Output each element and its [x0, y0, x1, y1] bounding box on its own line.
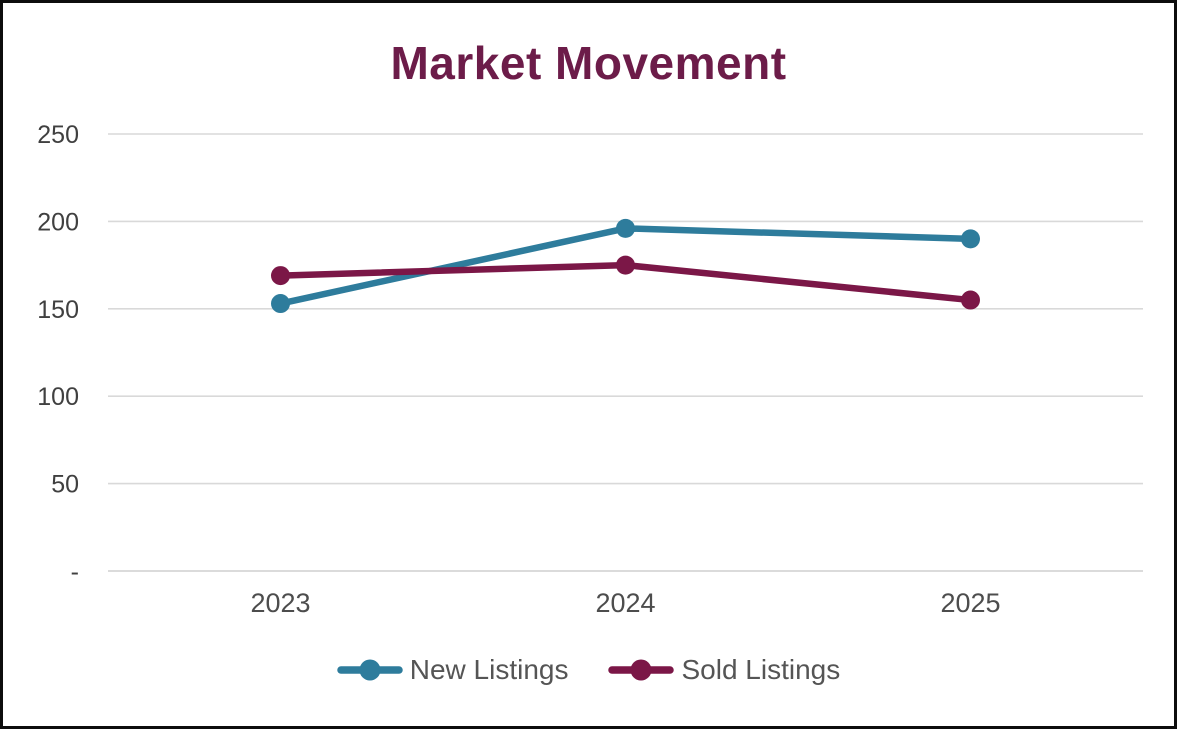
x-tick-label: 2023 [250, 588, 310, 618]
legend-label-new-listings: New Listings [409, 654, 569, 685]
line-chart-plot: - 50 100 150 200 250 2023 2024 2025 [37, 121, 1143, 618]
data-point-marker [961, 290, 980, 310]
data-point-marker [271, 294, 290, 314]
data-point-marker [616, 218, 635, 238]
x-tick-label: 2024 [595, 588, 655, 618]
y-tick-label: - [71, 558, 79, 586]
data-point-marker [616, 255, 635, 275]
data-point-marker [961, 229, 980, 249]
data-point-marker [271, 266, 290, 286]
y-tick-label: 100 [37, 383, 79, 411]
legend-swatch-sold-listings-icon [608, 659, 675, 681]
y-tick-label: 150 [37, 296, 79, 324]
legend-swatch-new-listings-icon [337, 659, 403, 681]
legend-label-sold-listings: Sold Listings [681, 654, 841, 685]
y-tick-label: 250 [37, 121, 79, 149]
x-tick-label: 2025 [940, 588, 1000, 618]
y-tick-label: 50 [51, 471, 79, 499]
chart-legend: New Listings Sold Listings [3, 654, 1174, 686]
chart-title: Market Movement [390, 37, 787, 89]
legend-item-sold-listings: Sold Listings [608, 654, 840, 686]
legend-item-new-listings: New Listings [337, 654, 569, 686]
y-tick-label: 200 [37, 208, 79, 236]
